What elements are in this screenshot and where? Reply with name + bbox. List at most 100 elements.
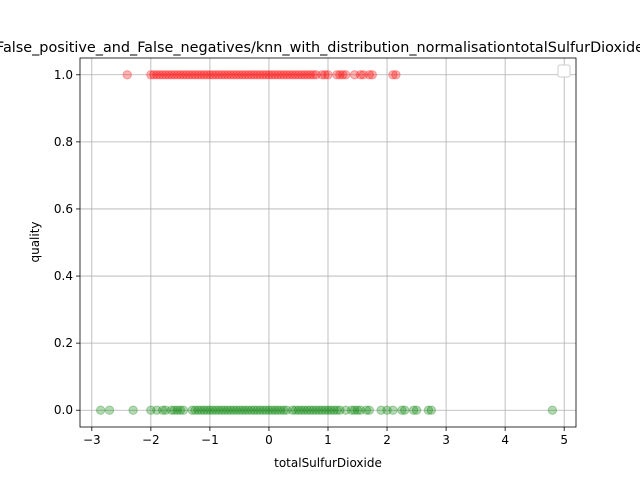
data-point — [217, 70, 227, 80]
data-point — [332, 405, 342, 415]
data-point — [335, 405, 345, 415]
data-point — [178, 70, 189, 80]
data-point — [152, 405, 162, 415]
data-point — [323, 70, 333, 80]
data-point — [157, 70, 168, 80]
data-point — [279, 70, 289, 80]
data-point — [276, 405, 286, 415]
data-point — [358, 70, 369, 80]
data-point — [290, 70, 301, 80]
x-tick-label: 0 — [265, 433, 273, 447]
data-point — [146, 405, 156, 415]
data-point — [172, 405, 183, 415]
data-point — [169, 405, 180, 415]
data-point — [234, 405, 245, 415]
data-point — [335, 70, 345, 80]
data-point — [219, 405, 230, 415]
data-point — [314, 405, 324, 415]
data-point — [270, 405, 280, 415]
data-point — [323, 405, 333, 415]
data-point — [296, 405, 307, 415]
data-point — [231, 70, 242, 80]
data-point — [258, 70, 268, 80]
data-point — [157, 405, 168, 415]
data-point — [338, 70, 348, 80]
data-point — [305, 70, 315, 80]
grid — [80, 58, 576, 427]
data-point — [290, 405, 301, 415]
data-point — [249, 70, 259, 80]
data-point — [231, 405, 242, 415]
data-point — [326, 405, 336, 415]
y-tick-label: 0.0 — [54, 403, 73, 417]
data-point — [311, 405, 321, 415]
y-axis-ticks: 0.0 0.2 0.4 0.6 0.8 1.0 — [54, 68, 80, 417]
data-point — [240, 70, 251, 80]
data-point — [364, 70, 375, 80]
data-point — [255, 70, 265, 80]
data-point — [166, 70, 177, 80]
data-point — [305, 405, 315, 415]
data-point — [311, 70, 321, 80]
data-point — [376, 405, 386, 415]
data-point — [349, 405, 360, 415]
data-point — [293, 70, 304, 80]
x-tick-label: 5 — [560, 433, 568, 447]
data-point — [364, 405, 375, 415]
data-point — [193, 405, 203, 415]
x-tick-label: −2 — [142, 433, 160, 447]
data-point — [202, 70, 212, 80]
y-tick-label: 0.6 — [54, 202, 73, 216]
data-point — [261, 70, 271, 80]
x-tick-label: 1 — [324, 433, 332, 447]
data-point — [95, 405, 106, 415]
data-point — [252, 70, 262, 80]
data-point — [388, 405, 398, 415]
data-point — [264, 70, 274, 80]
data-point — [211, 70, 221, 80]
data-point — [163, 70, 174, 80]
data-point — [317, 405, 327, 415]
x-tick-label: −3 — [83, 433, 101, 447]
x-tick-label: 2 — [383, 433, 391, 447]
data-point — [267, 405, 277, 415]
x-tick-label: 4 — [501, 433, 509, 447]
data-point — [258, 405, 268, 415]
data-point — [169, 70, 180, 80]
data-point — [411, 405, 422, 415]
data-point — [205, 70, 215, 80]
data-point — [341, 70, 351, 80]
data-point — [217, 405, 227, 415]
data-point — [308, 70, 318, 80]
x-tick-label: 3 — [442, 433, 450, 447]
x-axis-label: totalSulfurDioxide — [274, 456, 382, 470]
data-point — [296, 70, 307, 80]
data-point — [243, 70, 253, 80]
data-point — [208, 70, 218, 80]
data-point — [284, 70, 295, 80]
data-point — [352, 405, 363, 415]
data-point — [172, 70, 183, 80]
data-point — [211, 405, 221, 415]
data-point — [267, 70, 277, 80]
data-point — [302, 70, 313, 80]
data-point — [214, 70, 224, 80]
data-point — [332, 70, 342, 80]
data-point — [199, 405, 209, 415]
data-point — [128, 405, 138, 415]
data-point — [104, 405, 115, 415]
data-point — [361, 405, 372, 415]
data-point — [355, 70, 366, 80]
data-point — [408, 405, 419, 415]
data-point — [237, 405, 248, 415]
data-point — [187, 405, 197, 415]
data-point — [193, 70, 203, 80]
data-point — [246, 70, 256, 80]
data-point — [255, 405, 265, 415]
data-point — [240, 405, 251, 415]
data-point — [237, 70, 248, 80]
data-point — [228, 70, 239, 80]
data-point — [160, 70, 171, 80]
y-tick-label: 0.8 — [54, 135, 73, 149]
data-point — [341, 405, 351, 415]
